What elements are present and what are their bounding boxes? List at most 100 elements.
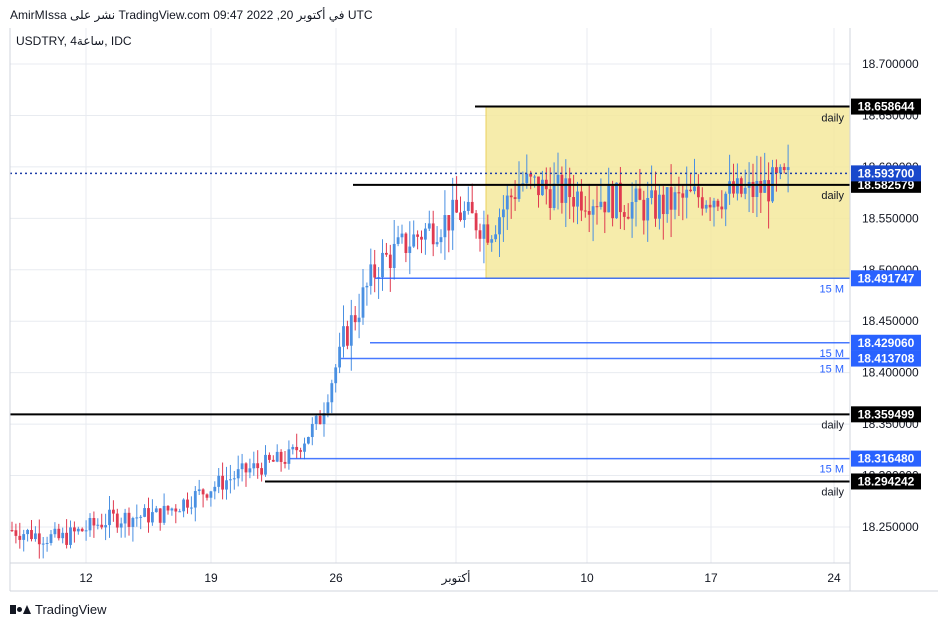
tradingview-logo-icon [10,604,31,614]
candle-body [252,463,256,469]
candle [439,229,443,254]
candle [498,208,501,258]
candle-body [287,449,291,464]
candle-body [482,224,486,239]
candle [221,462,224,500]
candle [139,514,143,530]
level-tag: 15 M [820,364,844,376]
candle [342,305,345,358]
candle-body [205,494,209,498]
candle [213,481,217,500]
candle [217,468,221,494]
candle-body [236,469,240,479]
candle-body [494,234,497,240]
candle-body [322,413,326,425]
candle [767,162,770,229]
candle-body [182,499,185,512]
candle-body [197,489,201,492]
candle [720,190,724,219]
candle [318,410,322,425]
candle-body [685,189,689,198]
candle [447,214,451,253]
candle [186,492,189,514]
candle-body [607,185,611,213]
candle [53,522,57,538]
candle-body [599,201,603,208]
candle [174,504,178,524]
candle [607,167,611,213]
candle-body [49,534,53,543]
candle-body [587,211,591,215]
candle-body [307,437,310,444]
candle-body [369,264,373,286]
candle-body [361,287,365,318]
candle [482,210,486,264]
candle-body [708,204,712,208]
levels-group: daily 15 M 15 M 15 M daily 15 M daily daily [10,105,850,498]
price-label-text: 18.491747 [858,271,915,285]
instrument-label: USDTRY, 4ساعة, IDC [16,34,132,48]
candle-body [186,499,189,508]
candle [615,182,618,219]
price-chart[interactable]: daily 15 M 15 M 15 M daily 15 M daily daily 18.… [0,28,938,594]
candle-body [10,530,14,532]
candle [755,155,759,218]
candle [646,181,650,242]
candle [634,180,638,227]
candle [435,226,439,247]
candle-body [104,525,107,528]
footer-brand[interactable]: TradingView [10,600,107,618]
candle-body [346,326,349,346]
candle-body [112,509,115,514]
price-label-bg [851,406,921,423]
candle [494,225,497,243]
candle-body [786,167,790,171]
candle [30,520,33,542]
candle [205,493,209,501]
candle [193,486,197,522]
price-label-bg [851,473,921,490]
candle [373,249,377,293]
candle [775,159,778,192]
candle [685,166,689,219]
candle [751,163,755,213]
candle [14,523,18,544]
candle-body [412,234,416,247]
candle-body [275,451,279,462]
candle [279,449,283,472]
candle-body [151,512,154,523]
candle-body [260,468,263,475]
candle-body [509,195,513,198]
candle-body [123,512,127,524]
candle-body [131,518,135,527]
candle-body [537,176,540,196]
candle [463,201,466,228]
price-label-bg [851,350,921,367]
candle-body [349,315,353,346]
candle-body [541,179,544,196]
candle [330,379,334,414]
candle [275,444,279,463]
candle [408,221,412,275]
candle [669,164,673,238]
candle [158,508,162,531]
candle [404,232,408,263]
candle-body [299,450,302,452]
candle-body [439,237,443,243]
candle-body [595,206,599,208]
candle-body [689,189,692,192]
candle-body [478,230,482,239]
candle [229,464,232,494]
candle [466,186,470,215]
candle-body [498,217,501,235]
price-label-text: 18.658644 [858,100,915,114]
candle [548,167,552,220]
candle-body [330,383,334,403]
candle [314,414,318,430]
candle [26,528,29,542]
candle [80,527,84,532]
candle [661,186,665,240]
candle-body [736,178,739,194]
candle [595,186,599,225]
x-tick-label: 19 [204,571,218,585]
